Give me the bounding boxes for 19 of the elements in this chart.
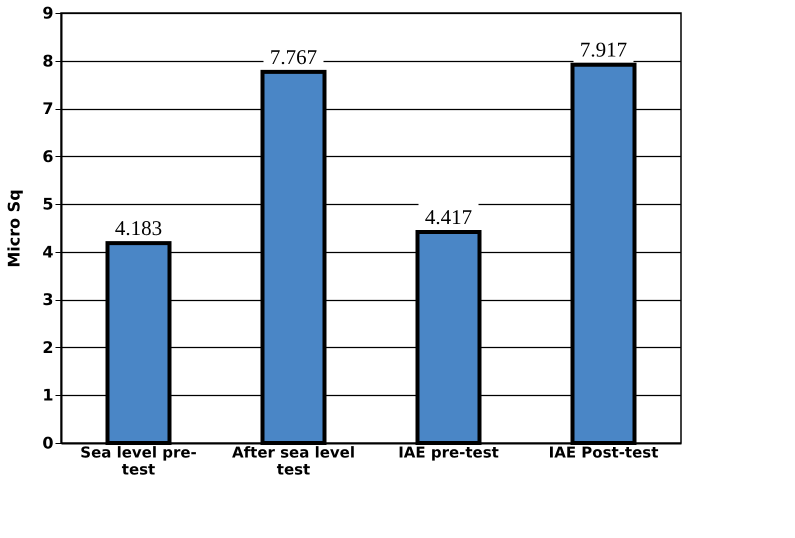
x-tick-label: IAE pre-test (398, 444, 499, 462)
data-label: 4.183 (114, 216, 162, 240)
data-label: 7.917 (580, 38, 628, 62)
y-axis-title: Micro Sq (4, 189, 24, 268)
data-label: 7.767 (270, 44, 318, 69)
y-tick-label: 4 (42, 242, 54, 262)
x-tick-label: Sea level pre-test (80, 444, 197, 478)
y-tick-label: 8 (42, 51, 54, 70)
y-tick-label: 9 (42, 4, 54, 22)
y-tick-label: 6 (42, 146, 54, 166)
data-label: 4.417 (424, 204, 472, 229)
y-tick-label: 5 (42, 194, 54, 214)
y-tick-label: 1 (42, 386, 54, 405)
x-tick-label: After sea level test (232, 444, 355, 478)
y-tick-label: 7 (42, 99, 54, 118)
y-tick-label: 2 (42, 338, 54, 357)
y-tick-label: 3 (42, 290, 54, 310)
y-tick-label: 0 (42, 434, 54, 452)
x-tick-label: IAE Post-test (548, 444, 658, 462)
